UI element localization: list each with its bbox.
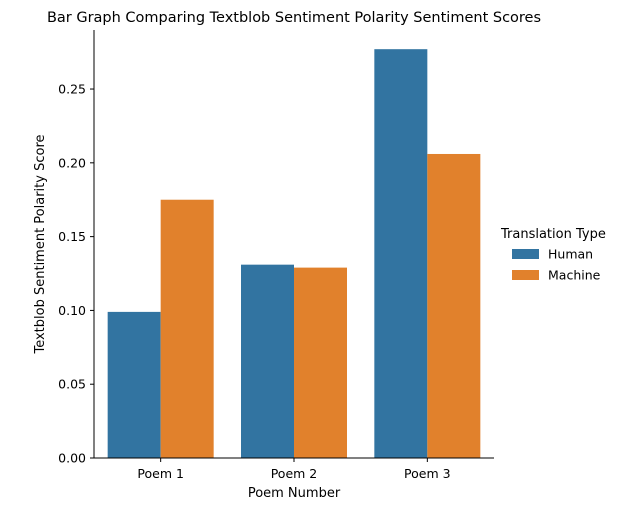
bar-human-1 (107, 311, 161, 458)
bar-human-2 (241, 264, 294, 458)
plot-area (107, 49, 481, 459)
x-axis-label: Poem Number (248, 486, 341, 501)
legend-label-machine: Machine (548, 268, 601, 283)
bar-machine-1 (160, 199, 214, 459)
legend-title: Translation Type (500, 227, 606, 242)
legend-swatch-machine (512, 270, 539, 280)
bar-machine-2 (294, 267, 347, 458)
x-tick-label: Poem 1 (137, 466, 184, 481)
bar-machine-3 (427, 153, 481, 458)
bar-human-3 (374, 49, 428, 458)
y-tick-label: 0.25 (58, 82, 86, 97)
chart-title: Bar Graph Comparing Textblob Sentiment P… (47, 10, 541, 26)
x-tick-label: Poem 3 (404, 466, 451, 481)
y-tick-label: 0.20 (58, 155, 86, 170)
y-axis-label: Textblob Sentiment Polarity Score (33, 134, 48, 354)
legend-label-human: Human (548, 247, 593, 262)
axes: 0.00 0.05 0.10 0.15 0.20 0.25 Poem 1 Poem 2 Poem… (58, 30, 494, 481)
y-tick-label: 0.05 (58, 377, 86, 392)
legend: Translation Type Human Machine (500, 227, 606, 283)
y-tick-label: 0.00 (58, 451, 86, 466)
y-tick-label: 0.15 (58, 229, 86, 244)
legend-swatch-human (512, 249, 539, 259)
x-tick-label: Poem 2 (271, 466, 318, 481)
y-tick-label: 0.10 (58, 303, 86, 318)
